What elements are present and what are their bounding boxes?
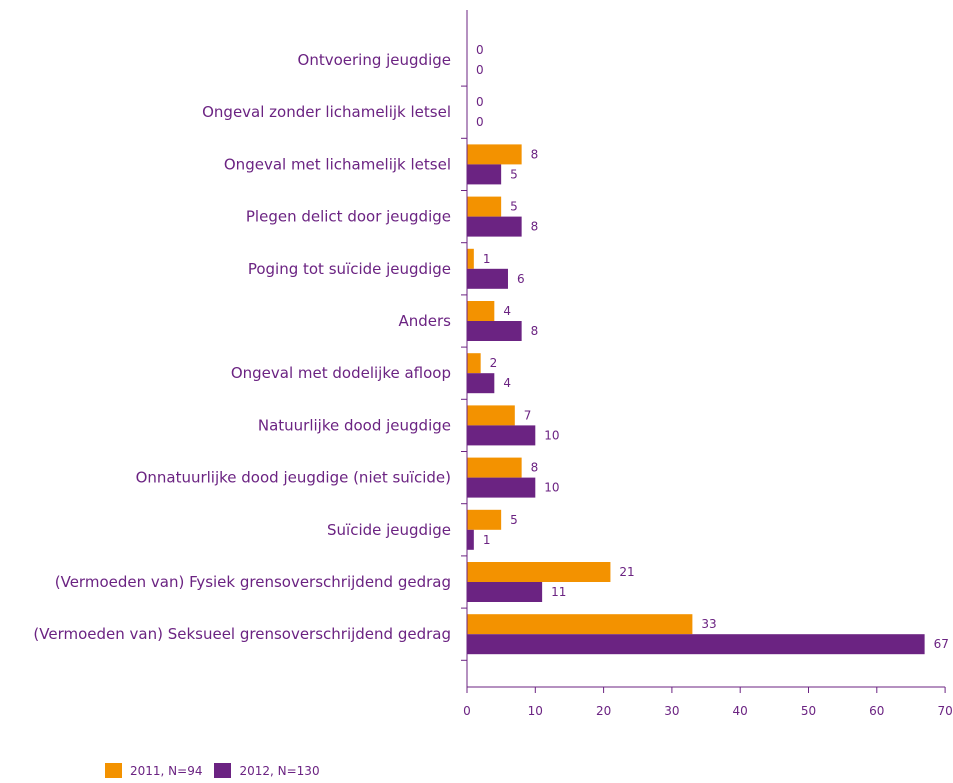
bar-2011 bbox=[467, 614, 693, 635]
x-tick-label: 0 bbox=[463, 704, 471, 718]
bar-2012 bbox=[467, 164, 502, 185]
bar-2012 bbox=[467, 268, 508, 289]
bar-2011 bbox=[467, 509, 502, 530]
bar-2012 bbox=[467, 373, 495, 394]
data-label: 5 bbox=[510, 167, 518, 181]
data-label: 8 bbox=[531, 220, 539, 234]
category-label: Suïcide jeugdige bbox=[327, 521, 451, 539]
bar-2011 bbox=[467, 196, 502, 217]
category-label: Ongeval zonder lichamelijk letsel bbox=[202, 103, 451, 121]
data-label: 67 bbox=[934, 637, 949, 651]
legend-item-2012: 2012, N=130 bbox=[214, 763, 320, 778]
data-label: 10 bbox=[544, 481, 559, 495]
legend-label-2011: 2011, N=94 bbox=[130, 763, 203, 778]
data-label: 8 bbox=[531, 324, 539, 338]
data-label: 5 bbox=[510, 200, 518, 214]
x-tick-label: 70 bbox=[937, 704, 952, 718]
category-label: Natuurlijke dood jeugdige bbox=[258, 416, 451, 434]
data-label: 33 bbox=[701, 617, 716, 631]
legend-label-2012: 2012, N=130 bbox=[239, 763, 320, 778]
legend-swatch-2011 bbox=[105, 763, 122, 778]
category-label: Plegen delict door jeugdige bbox=[246, 208, 451, 226]
legend-item-2011: 2011, N=94 bbox=[105, 763, 202, 778]
data-label: 10 bbox=[544, 428, 559, 442]
bar-2012 bbox=[467, 216, 522, 237]
bar-2011 bbox=[467, 353, 481, 374]
category-label: Ongeval met dodelijke afloop bbox=[231, 364, 451, 382]
data-label: 4 bbox=[503, 304, 511, 318]
data-label: 5 bbox=[510, 513, 518, 527]
bar-2011 bbox=[467, 248, 474, 269]
data-label: 21 bbox=[619, 565, 634, 579]
category-label: Poging tot suïcide jeugdige bbox=[248, 260, 451, 278]
x-tick-label: 10 bbox=[528, 704, 543, 718]
data-label: 1 bbox=[483, 533, 491, 547]
data-label: 0 bbox=[476, 115, 484, 129]
x-tick-label: 30 bbox=[664, 704, 679, 718]
category-label: Onnatuurlijke dood jeugdige (niet suïcid… bbox=[136, 469, 451, 487]
bar-2011 bbox=[467, 457, 522, 478]
data-label: 8 bbox=[531, 461, 539, 475]
category-label: (Vermoeden van) Fysiek grensoverschrijde… bbox=[55, 573, 451, 591]
bar-2012 bbox=[467, 321, 522, 341]
data-label: 6 bbox=[517, 272, 525, 286]
x-tick-label: 50 bbox=[801, 704, 816, 718]
data-label: 0 bbox=[476, 43, 484, 57]
category-label: Ongeval met lichamelijk letsel bbox=[224, 155, 451, 173]
x-tick-label: 60 bbox=[869, 704, 884, 718]
bar-2011 bbox=[467, 562, 611, 582]
legend-swatch-2012 bbox=[214, 763, 232, 778]
data-label: 11 bbox=[551, 585, 566, 599]
bar-2012 bbox=[467, 477, 536, 498]
data-label: 1 bbox=[483, 252, 491, 266]
bar-2012 bbox=[467, 634, 925, 655]
data-label: 8 bbox=[531, 147, 539, 161]
x-tick-label: 40 bbox=[733, 704, 748, 718]
data-label: 0 bbox=[476, 63, 484, 77]
bar-2012 bbox=[467, 425, 536, 446]
category-label: Anders bbox=[399, 312, 452, 330]
bar-2011 bbox=[467, 144, 522, 165]
data-label: 0 bbox=[476, 95, 484, 109]
data-label: 4 bbox=[503, 376, 511, 390]
category-label: Ontvoering jeugdige bbox=[298, 51, 451, 69]
category-label: (Vermoeden van) Seksueel grensoverschrij… bbox=[33, 625, 451, 643]
data-label: 7 bbox=[524, 408, 532, 422]
bar-2011 bbox=[467, 405, 515, 426]
bar-2012 bbox=[467, 529, 474, 550]
x-tick-label: 20 bbox=[596, 704, 611, 718]
chart-legend: 2011, N=94 2012, N=130 bbox=[105, 763, 332, 778]
bar-2012 bbox=[467, 582, 543, 602]
data-label: 2 bbox=[490, 356, 498, 370]
bar-2011 bbox=[467, 301, 495, 321]
